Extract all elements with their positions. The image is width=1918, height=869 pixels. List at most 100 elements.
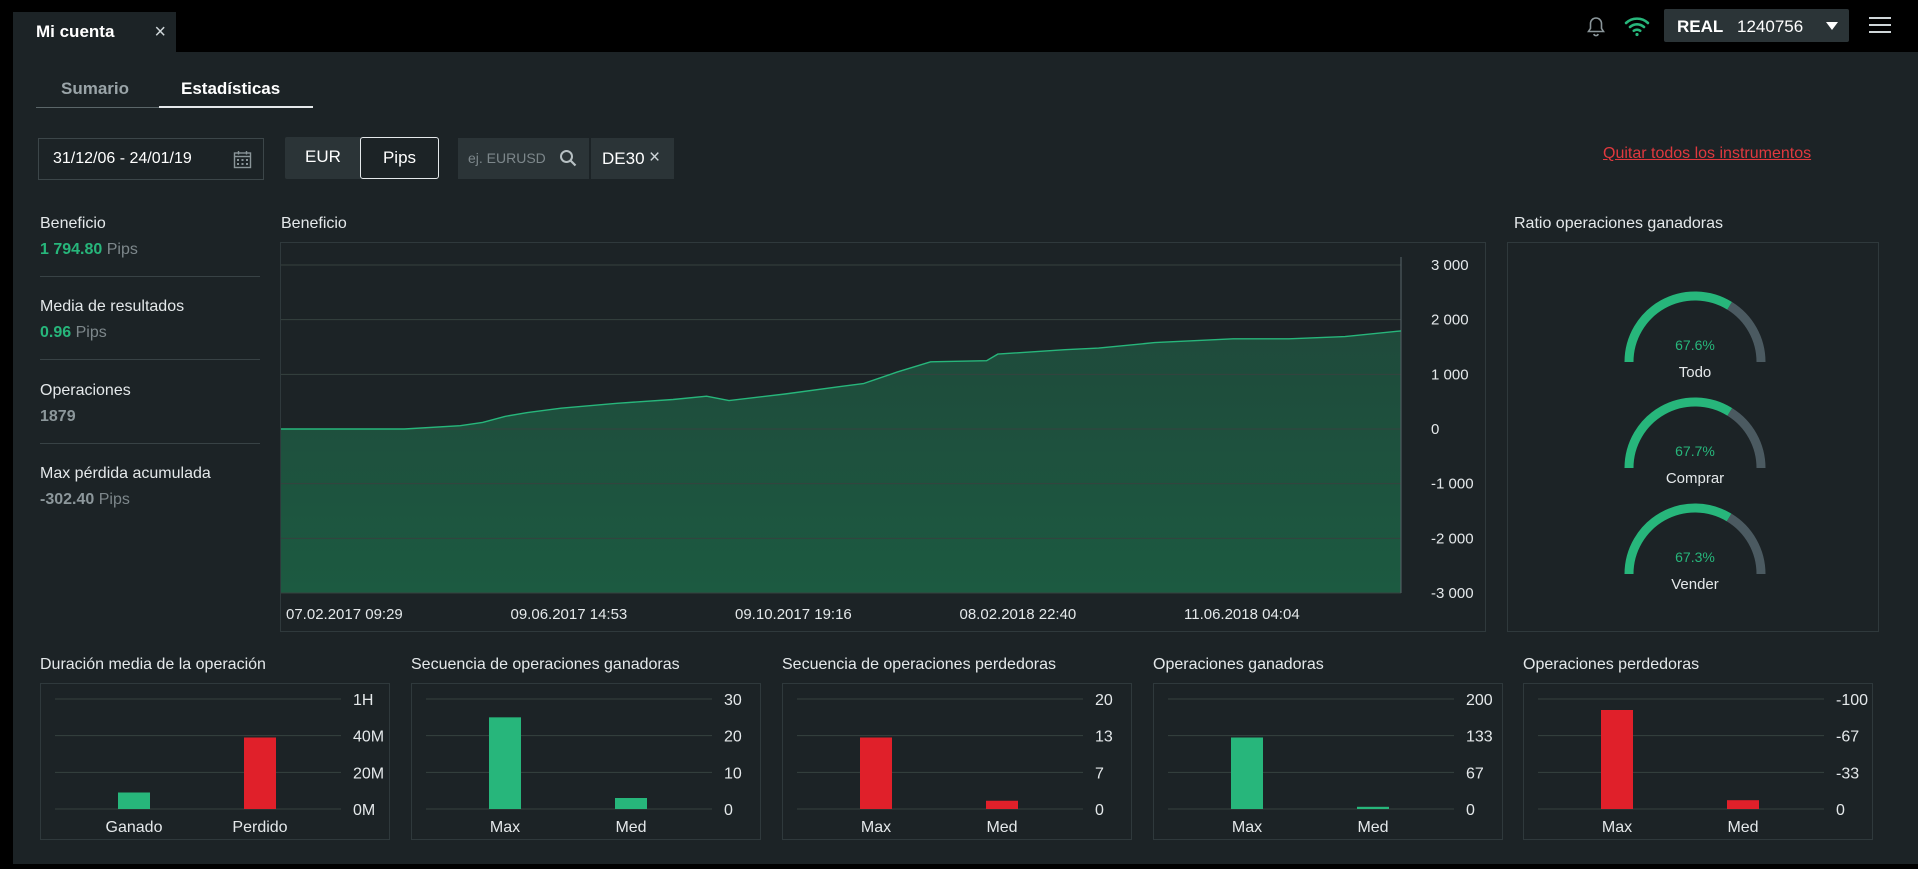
y-tick-label: 20 xyxy=(724,729,742,746)
y-tick-label: 67 xyxy=(1466,765,1484,782)
chevron-down-icon xyxy=(1826,22,1838,30)
chart-title: Secuencia de operaciones ganadoras xyxy=(411,656,680,673)
divider xyxy=(40,443,260,444)
stat-operaciones: Operaciones 1879 xyxy=(40,382,260,426)
gauge-value-arc xyxy=(1624,291,1733,363)
bar-chart-svg: -100 -67 -33 0 Max Med xyxy=(1538,692,1868,836)
stat-unit: Pips xyxy=(98,491,130,508)
losing-trades-chart: -100 -67 -33 0 Max Med xyxy=(1523,683,1873,840)
x-tick-label: Med xyxy=(1727,819,1758,836)
chart-title: Ratio operaciones ganadoras xyxy=(1514,215,1724,232)
profit-chart: 3 000 2 000 1 000 0 -1 000 -2 000 -3 000 07.02.… xyxy=(280,242,1486,632)
search-icon[interactable] xyxy=(559,149,577,167)
gauge-todo: 67.6% Todo xyxy=(1624,291,1766,391)
search-placeholder: ej. EURUSD xyxy=(468,150,546,166)
y-tick-label: 10 xyxy=(724,765,742,782)
stat-beneficio: Beneficio 1 794.80 Pips xyxy=(40,215,260,259)
bar xyxy=(1601,710,1633,809)
win-streak-chart: 30 20 10 0 Max Med xyxy=(411,683,761,840)
chart-title: Duración media de la operación xyxy=(40,656,266,673)
y-tick-label: 0 xyxy=(724,802,733,819)
chart-title: Beneficio xyxy=(281,215,347,232)
stat-label: Max pérdida acumulada xyxy=(40,465,211,482)
x-tick-label: Med xyxy=(1357,819,1388,836)
bar-chart-svg: 20 13 7 0 Max Med xyxy=(797,692,1113,836)
gauge-percent: 67.7% xyxy=(1675,443,1715,459)
gauge-value-arc xyxy=(1624,397,1733,469)
gauge-rest-arc xyxy=(1727,302,1766,363)
gauge-rest-arc xyxy=(1726,513,1766,575)
instrument-search-input[interactable]: ej. EURUSD xyxy=(458,138,589,179)
date-range-picker[interactable]: 31/12/06 - 24/01/19 xyxy=(38,138,264,180)
stat-value: 0.96 xyxy=(40,324,72,341)
bar-chart-svg: 30 20 10 0 Max Med xyxy=(426,692,742,836)
menu-icon[interactable] xyxy=(1869,17,1891,33)
x-tick-label: Ganado xyxy=(106,819,163,836)
profit-chart-svg: 3 000 2 000 1 000 0 -1 000 -2 000 -3 000 07.02.… xyxy=(281,257,1474,623)
x-tick-label: Max xyxy=(490,819,520,836)
stat-label: Beneficio xyxy=(40,215,106,232)
y-tick-label: 0 xyxy=(1836,802,1845,819)
y-tick-label: 40M xyxy=(353,729,384,746)
tab-mi-cuenta[interactable]: Mi cuenta × xyxy=(13,12,176,52)
x-tick-label: Max xyxy=(861,819,891,836)
x-tick-label: Med xyxy=(615,819,646,836)
stat-unit: Pips xyxy=(106,241,138,258)
bar xyxy=(615,798,647,809)
divider xyxy=(40,276,260,277)
stat-max-perdida: Max pérdida acumulada -302.40 Pips xyxy=(40,465,260,509)
chart-title: Operaciones perdedoras xyxy=(1523,656,1700,673)
y-tick-label: 30 xyxy=(724,692,742,709)
active-tab-indicator xyxy=(159,106,313,108)
gauge-label: Comprar xyxy=(1665,470,1725,487)
y-tick-label: 13 xyxy=(1095,729,1113,746)
gauge-percent: 67.3% xyxy=(1675,549,1715,565)
chip-close-icon[interactable]: × xyxy=(649,147,661,168)
x-tick-label: Max xyxy=(1232,819,1262,836)
x-tick-label: 11.06.2018 04:04 xyxy=(1184,606,1300,623)
instrument-chip: DE30 × xyxy=(591,138,674,179)
x-tick-label: 09.06.2017 14:53 xyxy=(511,606,628,623)
account-number: 1240756 xyxy=(1737,17,1804,36)
top-bar: Mi cuenta × REAL 1240756 xyxy=(0,0,1918,52)
gauge-value-arc xyxy=(1624,503,1732,575)
bell-icon[interactable] xyxy=(1584,15,1608,39)
bar xyxy=(986,800,1018,809)
stat-media-resultados: Media de resultados 0.96 Pips xyxy=(40,298,260,342)
gauge-percent: 67.6% xyxy=(1675,337,1715,353)
wifi-icon xyxy=(1624,17,1650,37)
stat-label: Media de resultados xyxy=(40,298,185,315)
currency-pips-button[interactable]: Pips xyxy=(360,137,439,179)
x-tick-label: 08.02.2018 22:40 xyxy=(960,606,1077,623)
close-icon[interactable]: × xyxy=(154,21,166,43)
y-tick-label: 0M xyxy=(353,802,375,819)
bar-chart-svg: 1H 40M 20M 0M Ganado Perdido xyxy=(55,692,384,836)
profit-line xyxy=(281,330,1402,430)
y-tick-label: -2 000 xyxy=(1431,530,1474,547)
y-tick-label: 133 xyxy=(1466,729,1493,746)
y-tick-label: -67 xyxy=(1836,729,1859,746)
bar xyxy=(1727,800,1759,809)
y-tick-label: 1H xyxy=(353,692,373,709)
y-tick-label: -100 xyxy=(1836,692,1868,709)
bar xyxy=(860,737,892,809)
remove-all-instruments-link[interactable]: Quitar todos los instrumentos xyxy=(1603,145,1812,162)
chart-title: Operaciones ganadoras xyxy=(1153,656,1324,673)
calendar-icon[interactable] xyxy=(233,150,252,169)
avg-duration-chart: 1H 40M 20M 0M Ganado Perdido xyxy=(40,683,390,840)
account-selector[interactable]: REAL 1240756 xyxy=(1664,9,1849,42)
currency-eur-button[interactable]: EUR xyxy=(285,137,361,179)
win-ratio-gauges: 67.6% Todo 67.7% Comprar 67.3% Vender xyxy=(1507,242,1879,632)
x-tick-label: 09.10.2017 19:16 xyxy=(735,606,852,623)
y-tick-label: 3 000 xyxy=(1431,257,1469,274)
y-tick-label: 20 xyxy=(1095,692,1113,709)
date-range-value: 31/12/06 - 24/01/19 xyxy=(53,150,192,167)
gauge-rest-arc xyxy=(1727,408,1766,469)
y-tick-label: -33 xyxy=(1836,765,1859,782)
x-tick-label: Perdido xyxy=(232,819,287,836)
x-tick-label: Max xyxy=(1602,819,1632,836)
statistics-panel: Sumario Estadísticas 31/12/06 - 24/01/19… xyxy=(13,52,1918,864)
y-tick-label: 2 000 xyxy=(1431,312,1469,329)
tab-estadisticas[interactable]: Estadísticas xyxy=(181,79,281,98)
tab-sumario[interactable]: Sumario xyxy=(61,79,130,98)
